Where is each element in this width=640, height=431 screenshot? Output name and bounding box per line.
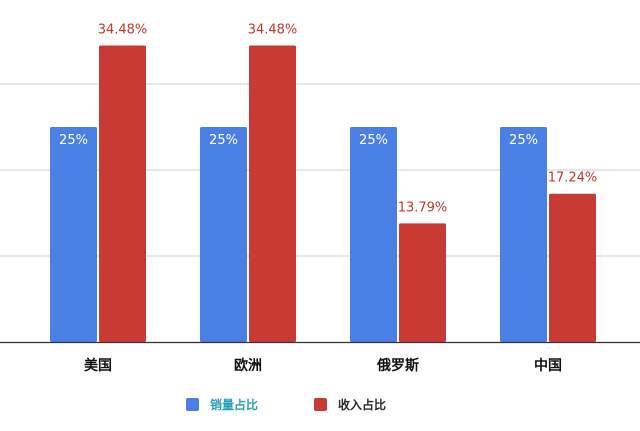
- category-label: 欧洲: [234, 357, 262, 374]
- data-label: 34.48%: [248, 22, 298, 37]
- bar-revenue-share: [399, 223, 446, 342]
- category-label: 俄罗斯: [376, 357, 419, 374]
- category-label: 中国: [534, 357, 562, 374]
- data-label: 25%: [59, 133, 88, 148]
- data-label: 25%: [359, 133, 388, 148]
- bars: [50, 45, 596, 343]
- data-label: 25%: [209, 133, 238, 148]
- bar-revenue-share: [249, 45, 296, 343]
- category-label: 美国: [84, 357, 112, 374]
- bar-revenue-share: [549, 193, 596, 342]
- bar-revenue-share: [99, 45, 146, 343]
- data-label: 34.48%: [98, 22, 148, 37]
- bar-sales-share: [500, 127, 547, 342]
- data-label: 25%: [509, 133, 538, 148]
- data-labels: 25% 34.48% 25% 34.48% 25% 13.79% 25% 17.24%: [59, 22, 597, 215]
- legend-label: 销量占比: [210, 397, 258, 412]
- x-axis: 美国 欧洲 俄罗斯 中国: [0, 341, 640, 374]
- legend: 销量占比 收入占比: [186, 397, 386, 412]
- legend-swatch: [314, 398, 327, 411]
- bar-sales-share: [50, 127, 97, 342]
- data-label: 17.24%: [548, 171, 598, 186]
- bar-sales-share: [200, 127, 247, 342]
- data-label: 13.79%: [398, 200, 448, 215]
- bar-sales-share: [350, 127, 397, 342]
- legend-swatch: [186, 398, 199, 411]
- legend-label: 收入占比: [338, 397, 386, 412]
